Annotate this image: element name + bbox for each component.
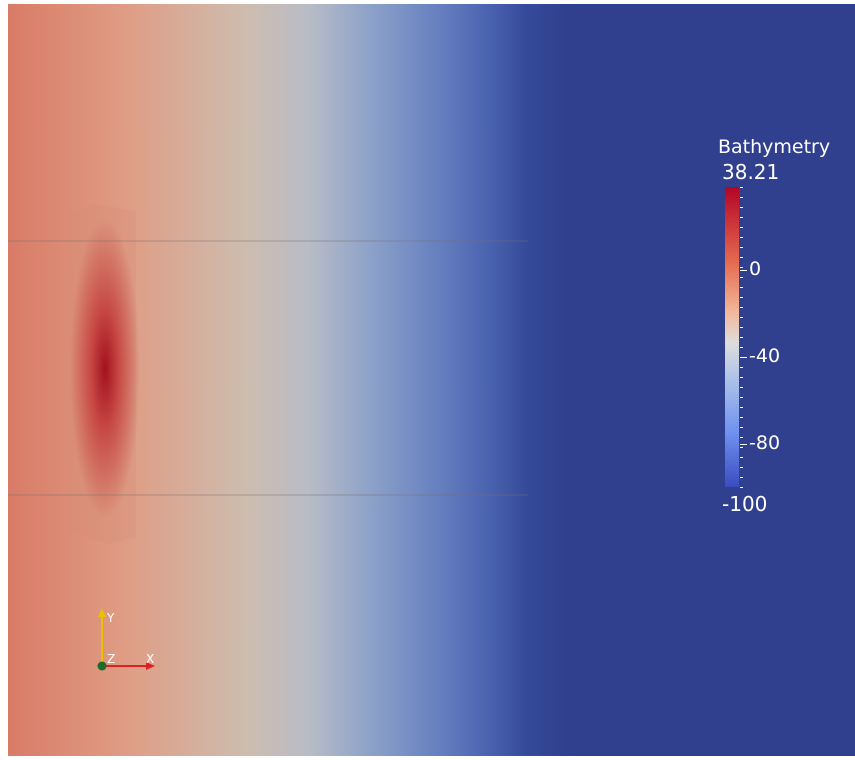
colorbar-minor-tick	[740, 217, 743, 218]
colorbar-major-tick	[740, 356, 747, 358]
colorbar-minor-tick	[740, 487, 743, 488]
mesh-seam-bottom	[8, 494, 528, 496]
colorbar-tick-label: -40	[749, 344, 781, 367]
colorbar-minor-tick	[740, 317, 743, 318]
colorbar-minor-tick	[740, 337, 743, 338]
colorbar-minor-tick	[740, 287, 743, 288]
elevation-hotspot	[70, 204, 140, 534]
y-axis-label: Y	[106, 611, 115, 625]
x-axis-label: X	[146, 652, 154, 666]
colorbar-min-label: -100	[722, 492, 768, 516]
colorbar[interactable]	[725, 187, 739, 487]
colorbar-minor-tick	[740, 477, 743, 478]
colorbar-minor-tick	[740, 297, 743, 298]
colorbar-title: Bathymetry	[718, 136, 831, 158]
colorbar-minor-tick	[740, 427, 743, 428]
mesh-seam-top	[8, 240, 528, 242]
y-axis-arrow	[98, 608, 106, 617]
colorbar-minor-tick	[740, 197, 743, 198]
colorbar-minor-tick	[740, 367, 743, 368]
colorbar-minor-tick	[740, 447, 743, 448]
colorbar-minor-tick	[740, 267, 743, 268]
colorbar-minor-tick	[740, 457, 743, 458]
colorbar-major-tick	[740, 269, 747, 271]
colorbar-minor-tick	[740, 187, 743, 188]
colorbar-minor-tick	[740, 467, 743, 468]
colorbar-minor-tick	[740, 227, 743, 228]
colorbar-minor-tick	[740, 397, 743, 398]
colorbar-minor-tick	[740, 407, 743, 408]
x-axis-arrow	[146, 662, 155, 670]
axes-orientation-triad: Y Z X	[97, 608, 155, 671]
z-axis-label: Z	[107, 652, 115, 666]
colorbar-minor-tick	[740, 207, 743, 208]
colorbar-minor-tick	[740, 277, 743, 278]
colorbar-minor-tick	[740, 437, 743, 438]
colorbar-minor-tick	[740, 347, 743, 348]
colorbar-major-tick	[740, 443, 747, 445]
colorbar-max-label: 38.21	[722, 160, 780, 184]
colorbar-tick-label: -80	[749, 431, 781, 454]
render-viewport[interactable]	[8, 4, 855, 756]
colorbar-minor-tick	[740, 327, 743, 328]
colorbar-minor-tick	[740, 377, 743, 378]
colorbar-minor-tick	[740, 257, 743, 258]
colorbar-minor-tick	[740, 387, 743, 388]
colorbar-minor-tick	[740, 417, 743, 418]
colorbar-minor-tick	[740, 307, 743, 308]
colorbar-minor-tick	[740, 247, 743, 248]
z-axis-dot	[97, 661, 107, 671]
colorbar-minor-tick	[740, 237, 743, 238]
colorbar-tick-label: 0	[749, 257, 762, 280]
